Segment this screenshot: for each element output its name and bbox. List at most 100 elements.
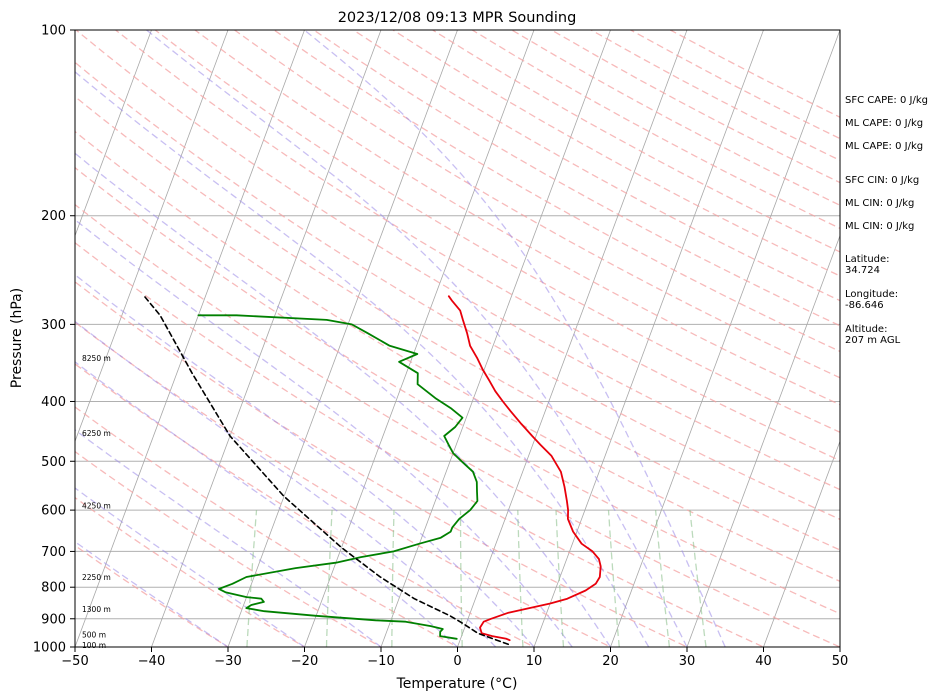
y-tick-label: 800: [41, 581, 66, 596]
dry-adiabat: [75, 450, 383, 647]
moist-adiabat: [146, 30, 688, 647]
info-panel-line: -86.646: [845, 300, 884, 311]
moist-adiabat: [303, 30, 726, 647]
mixing-ratio-line: [607, 510, 620, 647]
dry-adiabat: [75, 363, 536, 647]
parcel-profile: [143, 295, 510, 646]
dry-adiabat: [75, 95, 840, 551]
y-tick-label: 300: [41, 318, 66, 333]
height-label: 500 m: [82, 631, 106, 640]
sounding-profiles: [143, 295, 602, 646]
dry-adiabat: [75, 241, 766, 647]
info-panel-line: Longitude:: [845, 289, 898, 300]
x-tick-label: 10: [526, 654, 543, 669]
info-panel-line: ML CIN: 0 J/kg: [845, 198, 914, 209]
y-tick-label: 200: [41, 209, 66, 224]
height-label: 4250 m: [82, 502, 111, 511]
x-tick-label: −30: [214, 654, 241, 669]
x-tick-label: 40: [755, 654, 772, 669]
info-panel-line: Altitude:: [845, 324, 887, 335]
background-lines: [75, 30, 840, 647]
isotherm-line: [151, 30, 382, 647]
dewpoint-profile: [197, 314, 479, 640]
info-panel-line: ML CIN: 0 J/kg: [845, 221, 914, 232]
moist-adiabat: [75, 152, 612, 647]
mixing-ratio-line: [459, 510, 463, 647]
moist-adiabat: [75, 71, 650, 647]
info-panel-line: 207 m AGL: [845, 335, 901, 346]
isotherm-line: [304, 30, 535, 647]
height-label: 2250 m: [82, 573, 111, 582]
isotherm-line: [75, 30, 305, 647]
isotherm-line: [610, 30, 840, 647]
isotherm-line: [457, 30, 688, 647]
x-tick-label: 30: [679, 654, 696, 669]
x-tick-label: −10: [367, 654, 394, 669]
x-tick-label: −50: [61, 654, 88, 669]
info-panel-line: Latitude:: [845, 254, 890, 265]
y-tick-label: 1000: [33, 641, 66, 656]
mixing-ratio-line: [391, 510, 395, 647]
moist-adiabat: [75, 218, 573, 647]
mixing-ratio-line: [325, 510, 333, 647]
height-label: 1300 m: [82, 605, 111, 614]
x-tick-label: 20: [602, 654, 619, 669]
height-label: 100 m: [82, 641, 106, 650]
y-axis-title: Pressure (hPa): [9, 288, 25, 388]
moist-adiabat: [75, 273, 535, 647]
info-panel-line: 34.724: [845, 265, 880, 276]
mixing-ratio-line: [654, 510, 671, 647]
x-axis: −50 −40 −30 −20 −10 0 10 20 30 40 50: [61, 647, 848, 669]
moist-adiabat: [75, 320, 497, 647]
dry-adiabat: [194, 30, 840, 406]
dry-adiabat: [75, 203, 840, 647]
dry-adiabat: [75, 166, 840, 615]
dry-adiabat: [75, 544, 230, 647]
dry-adiabat: [75, 406, 459, 647]
mixing-ratio-line: [517, 510, 524, 647]
dry-adiabat: [313, 30, 840, 327]
info-panel-line: SFC CAPE: 0 J/kg: [845, 95, 928, 106]
isotherm-line: [686, 234, 840, 647]
x-tick-label: −40: [138, 654, 165, 669]
x-tick-label: 0: [453, 654, 461, 669]
dry-adiabat: [273, 30, 840, 353]
height-label: 6250 m: [82, 429, 111, 438]
dry-adiabat: [75, 130, 840, 583]
dry-adiabat: [115, 30, 840, 462]
y-tick-label: 900: [41, 612, 66, 627]
y-tick-label: 700: [41, 545, 66, 560]
info-panel-line: ML CAPE: 0 J/kg: [845, 118, 923, 129]
info-panel-line: SFC CIN: 0 J/kg: [845, 175, 919, 186]
dry-adiabat: [75, 281, 689, 647]
isotherm-line: [75, 30, 152, 237]
mixing-ratio-line: [555, 510, 565, 647]
isotherm-line: [533, 30, 764, 647]
x-axis-title: Temperature (°C): [396, 676, 518, 692]
chart-title: 2023/12/08 09:13 MPR Sounding: [338, 10, 577, 26]
x-tick-label: 50: [832, 654, 849, 669]
moist-adiabat: [75, 487, 305, 647]
dry-adiabat: [75, 496, 306, 647]
moist-adiabat: [75, 429, 382, 647]
dry-adiabat: [75, 30, 840, 491]
mixing-ratio-line: [689, 510, 707, 647]
isotherm-line: [75, 30, 229, 443]
height-label: 8250 m: [82, 354, 111, 363]
y-tick-label: 100: [41, 24, 66, 39]
info-panel: SFC CAPE: 0 J/kg ML CAPE: 0 J/kg ML CAPE: …: [845, 95, 928, 346]
info-panel-line: ML CAPE: 0 J/kg: [845, 141, 923, 152]
y-tick-label: 600: [41, 504, 66, 519]
dry-adiabat: [234, 30, 840, 379]
dry-adiabat: [154, 30, 840, 433]
mixing-ratio-line: [246, 510, 258, 647]
y-tick-label: 400: [41, 395, 66, 410]
moist-adiabat: [75, 361, 458, 647]
moist-adiabat: [75, 540, 229, 647]
y-axis: 100 200 300 400 500 600 700 800 900 1000: [33, 24, 75, 656]
y-tick-label: 500: [41, 455, 66, 470]
isotherm-line: [227, 30, 458, 647]
x-tick-label: −20: [291, 654, 318, 669]
